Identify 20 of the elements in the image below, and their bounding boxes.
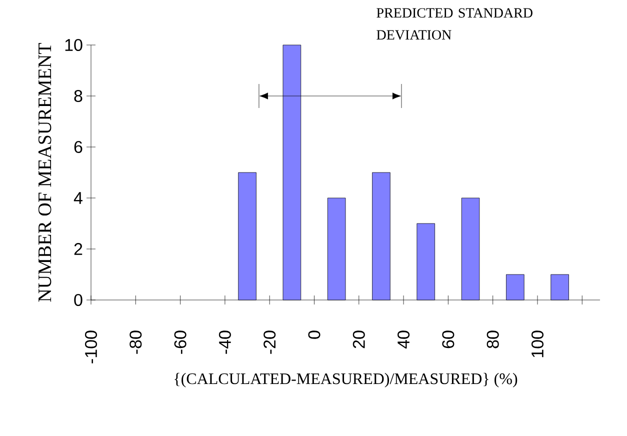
y-tick-label: 10 (65, 38, 82, 52)
x-tick-label: -100 (84, 330, 98, 364)
y-tick-label: 4 (74, 192, 82, 204)
x-tick-label: 100 (531, 330, 544, 358)
x-tick-label: 0 (308, 330, 320, 339)
x-tick-label: -60 (174, 330, 186, 354)
y-axis-title: NUMBER OF MEASUREMENT (38, 43, 52, 302)
x-axis-title: {(CALCULATED-MEASURED)/MEASURED} (%) (174, 372, 518, 388)
y-tick-label: 6 (74, 140, 82, 154)
y-tick-label: 2 (74, 243, 82, 255)
x-tick-label: 40 (398, 330, 410, 349)
x-tick-label: -20 (264, 330, 276, 354)
x-tick-label: 20 (352, 330, 365, 348)
text: PREDICTED STANDARD DEVIATION (376, 8, 532, 40)
x-tick-label: 60 (442, 330, 454, 348)
x-tick-label: 80 (486, 330, 499, 348)
y-tick-label: 8 (74, 90, 82, 102)
x-tick-label: -40 (218, 330, 231, 354)
x-tick-label: -80 (130, 330, 142, 354)
y-tick-label: 0 (74, 294, 82, 306)
